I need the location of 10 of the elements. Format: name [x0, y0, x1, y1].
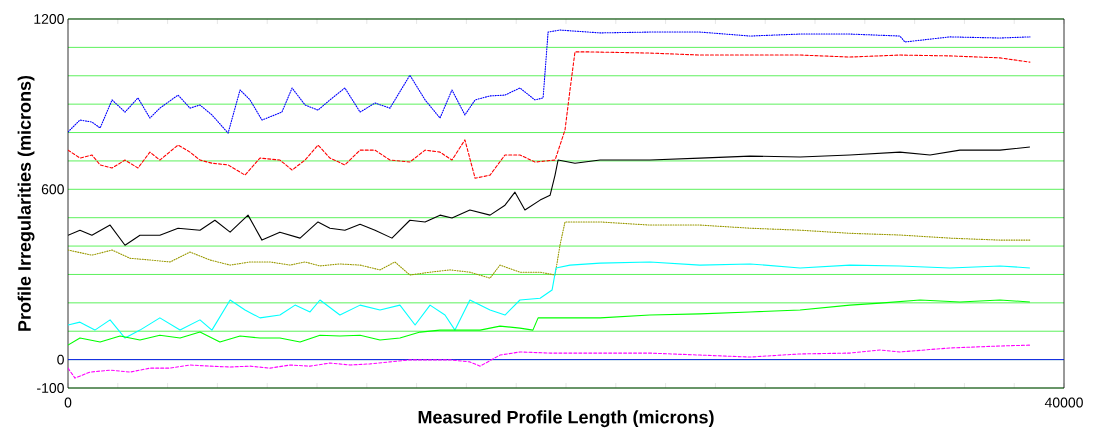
x-tick-label: 40000 — [1044, 397, 1083, 408]
y-tick-label: 0 — [57, 354, 64, 365]
y-axis-title: Profile Irregularities (microns) — [17, 75, 35, 331]
line-series — [68, 221, 1031, 279]
x-axis-title: Measured Profile Length (microns) — [418, 410, 714, 428]
y-tick-label: -100 — [37, 383, 64, 393]
y-tick-label: 600 — [41, 184, 64, 195]
line-series — [68, 29, 1031, 134]
y-tick-label: 1200 — [34, 14, 64, 24]
line-series — [68, 261, 1031, 339]
